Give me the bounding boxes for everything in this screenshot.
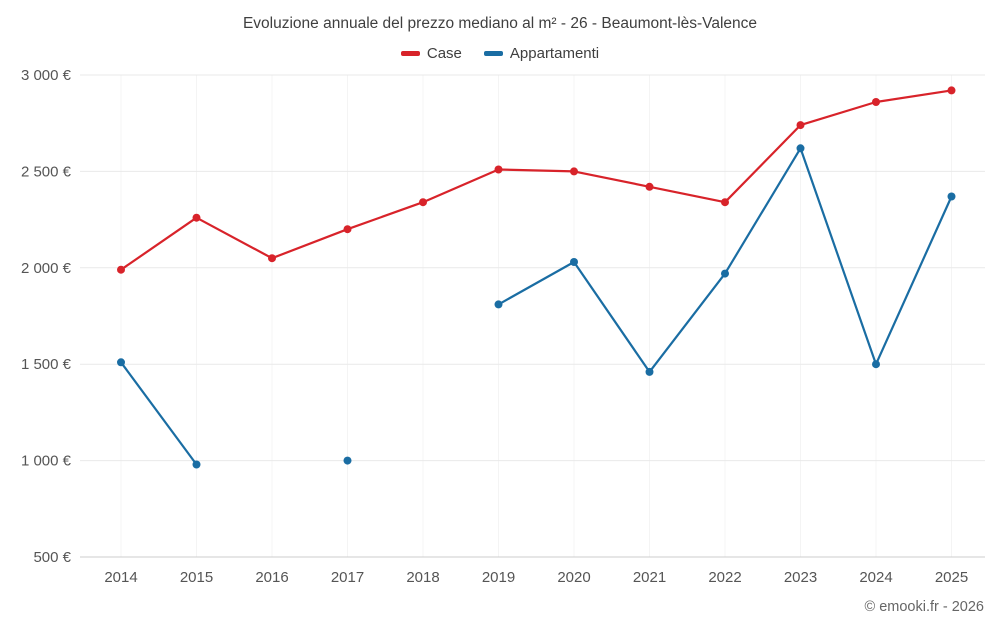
data-point-appartamenti[interactable] xyxy=(947,192,956,201)
series-line-case xyxy=(119,89,953,271)
data-point-appartamenti[interactable] xyxy=(343,456,352,465)
data-point-case[interactable] xyxy=(192,213,201,222)
data-point-case[interactable] xyxy=(645,182,654,191)
x-axis-tick-label: 2022 xyxy=(708,569,741,586)
data-point-case[interactable] xyxy=(494,165,503,174)
x-axis-tick-label: 2018 xyxy=(406,569,439,586)
x-axis-tick-label: 2017 xyxy=(331,569,364,586)
data-point-appartamenti[interactable] xyxy=(494,300,503,309)
legend-swatch-appartamenti xyxy=(483,50,503,56)
y-axis-tick-label: 2 500 € xyxy=(21,163,72,180)
chart-legend: Case Appartamenti xyxy=(0,43,1000,63)
data-point-case[interactable] xyxy=(796,121,805,130)
x-axis-tick-label: 2021 xyxy=(633,569,666,586)
data-point-case[interactable] xyxy=(268,254,276,263)
legend-label-case: Case xyxy=(426,44,462,62)
x-axis-tick-label: 2019 xyxy=(482,569,515,586)
data-point-case[interactable] xyxy=(419,198,427,207)
data-point-appartamenti[interactable] xyxy=(570,258,578,266)
legend-item-appartamenti[interactable]: Appartamenti xyxy=(483,44,600,62)
data-point-case[interactable] xyxy=(343,225,352,234)
chart-title: Evoluzione annuale del prezzo mediano al… xyxy=(242,15,758,32)
legend-item-case[interactable]: Case xyxy=(400,44,462,62)
legend-swatch-case xyxy=(400,50,420,56)
x-axis-tick-label: 2024 xyxy=(859,569,892,586)
data-point-appartamenti[interactable] xyxy=(872,360,880,369)
data-point-case[interactable] xyxy=(721,198,729,207)
y-axis-tick-label: 2 000 € xyxy=(21,260,72,277)
x-axis-tick-label: 2025 xyxy=(935,569,968,586)
data-point-appartamenti[interactable] xyxy=(645,367,654,376)
chart-plot-area: 3 000 € 2 500 € 2 000 € 1 500 € 1 000 € 500 €… xyxy=(21,67,985,586)
y-axis-tick-label: 1 000 € xyxy=(21,453,72,470)
credits-link[interactable]: © emooki.fr - 2026 xyxy=(864,599,984,615)
y-axis-tick-label: 500 € xyxy=(33,549,71,566)
data-point-case[interactable] xyxy=(947,86,956,95)
series-line-appartamenti xyxy=(119,147,953,466)
y-axis-tick-label: 1 500 € xyxy=(21,356,72,373)
data-point-appartamenti[interactable] xyxy=(117,358,125,367)
x-axis-tick-label: 2023 xyxy=(784,569,817,586)
x-axis-tick-label: 2015 xyxy=(180,569,213,586)
x-axis-tick-label: 2016 xyxy=(255,569,288,586)
data-point-case[interactable] xyxy=(570,167,578,176)
data-point-case[interactable] xyxy=(117,265,125,274)
legend-label-appartamenti: Appartamenti xyxy=(509,44,600,62)
x-axis-tick-label: 2020 xyxy=(557,569,590,586)
x-axis-tick-label: 2014 xyxy=(104,569,137,586)
data-point-appartamenti[interactable] xyxy=(721,269,729,278)
data-point-case[interactable] xyxy=(872,98,880,106)
y-axis-tick-label: 3 000 € xyxy=(21,67,72,84)
data-point-appartamenti[interactable] xyxy=(796,144,805,153)
data-point-appartamenti[interactable] xyxy=(192,460,201,469)
